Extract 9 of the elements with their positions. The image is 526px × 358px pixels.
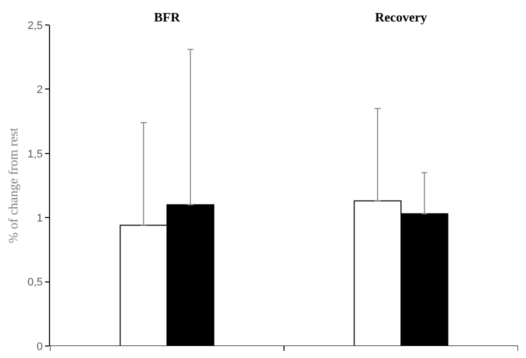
y-tick-label: 0,5 bbox=[28, 276, 43, 289]
y-tick-label: 1,5 bbox=[28, 148, 43, 160]
x-tick-label: Recovery bbox=[375, 9, 428, 24]
y-axis-title: % of change from rest bbox=[5, 127, 20, 244]
y-tick-label: 2,5 bbox=[28, 20, 43, 32]
y-tick-label: 1 bbox=[36, 212, 43, 224]
x-tick-label: BFR bbox=[154, 9, 181, 24]
y-tick-label: 0 bbox=[36, 340, 43, 353]
y-tick-label: 2 bbox=[36, 84, 43, 96]
